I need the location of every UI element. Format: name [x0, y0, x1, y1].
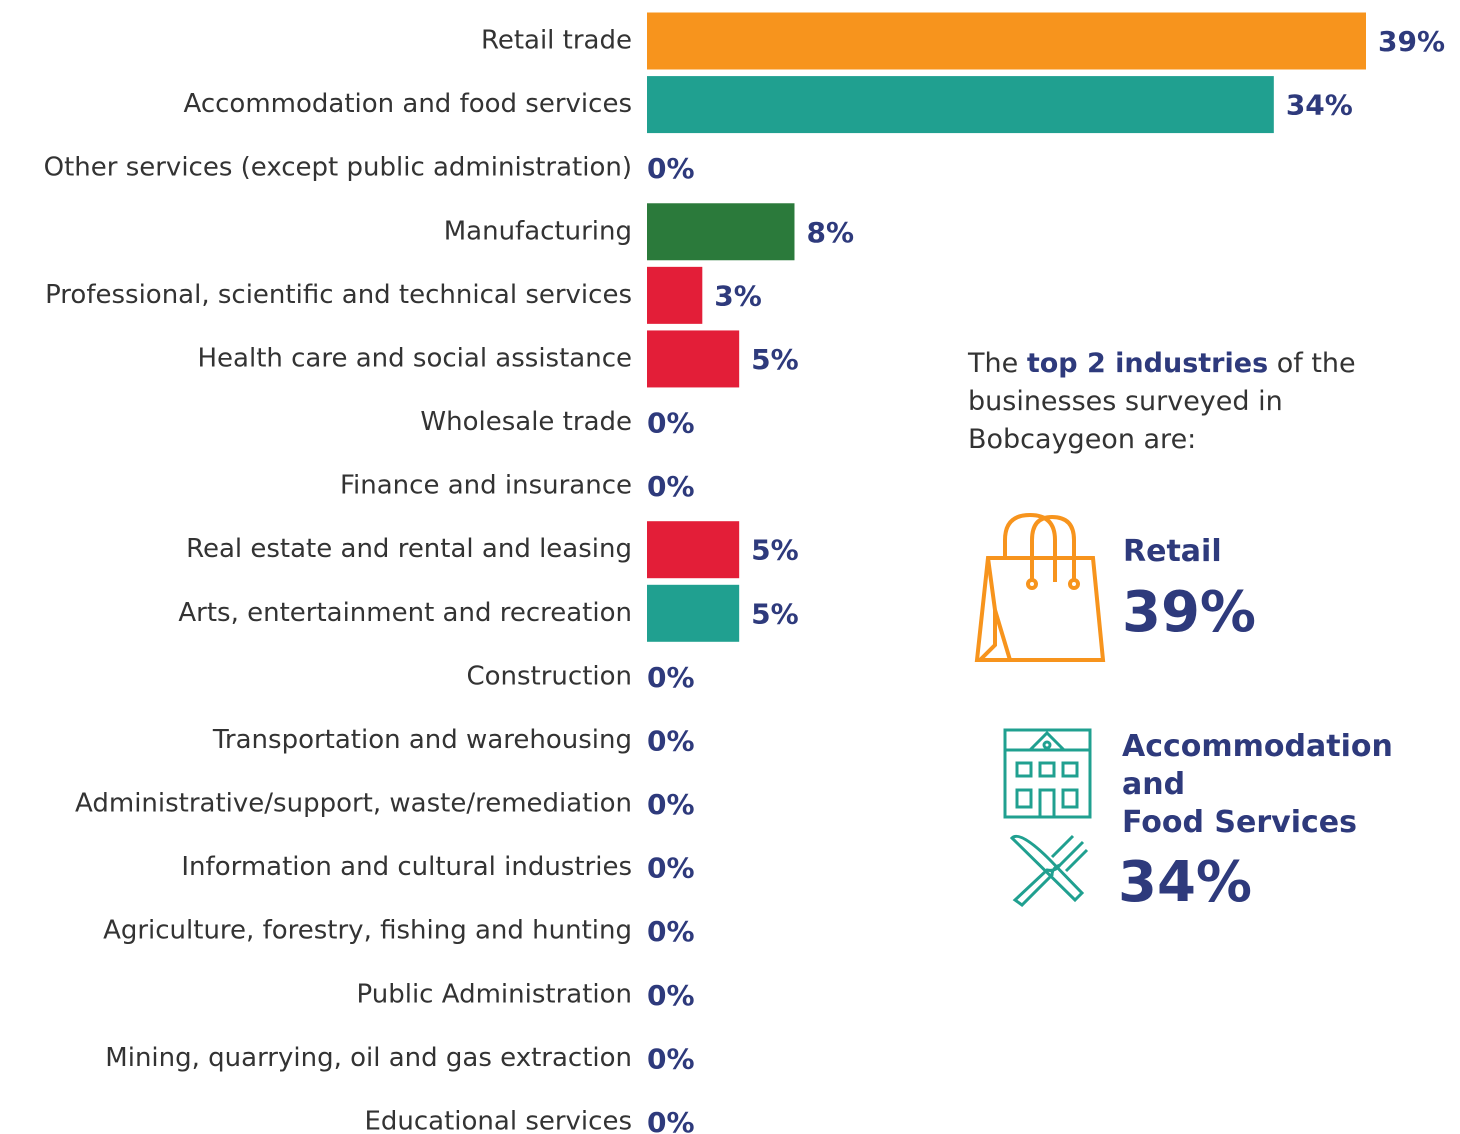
category-label: Finance and insurance	[340, 471, 632, 501]
category-label: Information and cultural industries	[181, 852, 632, 882]
intro-part: of the businesses surveyed in Bobcaygeon…	[968, 348, 1356, 455]
category-label: Professional, scientific and technical s…	[45, 280, 632, 310]
bar	[647, 76, 1274, 134]
category-label: Educational services	[364, 1107, 632, 1134]
bar	[647, 203, 795, 261]
value-label: 5%	[751, 597, 799, 630]
value-label: 0%	[647, 979, 695, 1012]
category-label: Other services (except public administra…	[44, 153, 632, 183]
building-icon	[1003, 728, 1092, 819]
label-line: and	[1122, 767, 1186, 802]
value-label: 0%	[647, 1042, 695, 1075]
category-label: Mining, quarrying, oil and gas extractio…	[105, 1043, 632, 1073]
item-value: 39%	[1122, 580, 1257, 645]
value-label: 0%	[647, 661, 695, 694]
category-label: Wholesale trade	[420, 407, 632, 437]
category-label: Agriculture, forestry, fishing and hunti…	[103, 916, 632, 946]
bar	[647, 266, 703, 324]
category-label: Arts, entertainment and recreation	[178, 598, 632, 628]
value-label: 0%	[647, 724, 695, 757]
bag-icon	[974, 512, 1106, 662]
value-label: 0%	[647, 470, 695, 503]
cutlery-icon	[1009, 834, 1089, 907]
item-label: Accommodation and Food Services	[1122, 728, 1393, 842]
intro-text: The top 2 industries of the businesses s…	[968, 345, 1368, 459]
item-label: Retail	[1123, 533, 1222, 571]
value-label: 0%	[647, 1106, 695, 1134]
category-label: Administrative/support, waste/remediatio…	[75, 789, 632, 819]
label-line: Food Services	[1122, 805, 1357, 840]
value-label: 5%	[751, 343, 799, 376]
bar	[647, 330, 740, 388]
value-label: 5%	[751, 534, 799, 567]
item-value: 34%	[1118, 850, 1253, 915]
value-label: 34%	[1286, 89, 1353, 122]
category-label: Public Administration	[357, 979, 632, 1009]
category-label: Retail trade	[481, 26, 632, 56]
value-label: 0%	[647, 407, 695, 440]
bar	[647, 584, 740, 642]
intro-highlight: top 2 industries	[1026, 348, 1269, 379]
intro-part: The	[968, 348, 1027, 379]
value-label: 0%	[647, 852, 695, 885]
bar	[647, 12, 1366, 70]
value-label: 0%	[647, 152, 695, 185]
value-label: 8%	[806, 216, 854, 249]
label-line: Accommodation	[1122, 729, 1393, 764]
category-label: Manufacturing	[444, 216, 632, 246]
value-label: 0%	[647, 788, 695, 821]
bar	[647, 521, 740, 579]
category-label: Health care and social assistance	[197, 343, 632, 373]
value-label: 3%	[714, 279, 762, 312]
value-label: 39%	[1378, 25, 1445, 58]
label-line: Retail	[1123, 534, 1222, 569]
category-label: Construction	[466, 661, 632, 691]
category-label: Real estate and rental and leasing	[186, 534, 632, 564]
category-label: Accommodation and food services	[184, 89, 633, 119]
value-label: 0%	[647, 915, 695, 948]
category-label: Transportation and warehousing	[212, 725, 632, 755]
